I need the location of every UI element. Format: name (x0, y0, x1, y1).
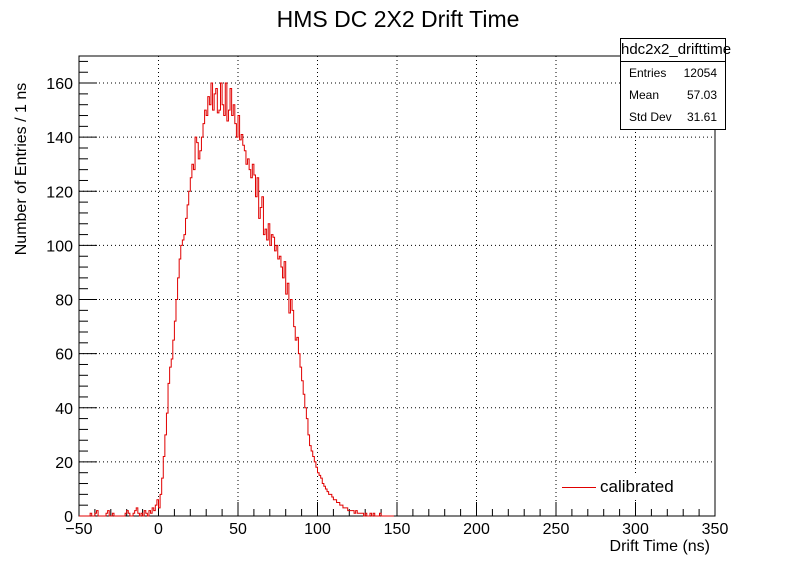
y-tick-label: 120 (46, 184, 73, 201)
axis-ticks (78, 60, 716, 517)
stats-box-name: hdc2x2_drifttime (621, 39, 731, 62)
x-axis-label: Drift Time (ns) (609, 538, 710, 555)
x-tick-label: 300 (622, 521, 649, 538)
x-tick-label: −50 (65, 521, 92, 538)
chart-title: HMS DC 2X2 Drift Time (276, 6, 520, 32)
stats-value: 31.61 (686, 110, 717, 124)
y-tick-label: 20 (55, 455, 73, 472)
x-tick-label: 0 (154, 521, 163, 538)
x-tick-label: 100 (304, 521, 331, 538)
stats-label: Mean (629, 88, 660, 102)
y-tick-label: 60 (55, 347, 73, 364)
x-tick-label: 150 (384, 521, 411, 538)
y-tick-label: 80 (55, 293, 73, 310)
stats-label: Entries (629, 66, 667, 80)
x-tick-label: 350 (702, 521, 729, 538)
histogram-series-calibrated (79, 82, 394, 517)
stats-value: 12054 (683, 66, 717, 80)
legend-label: calibrated (600, 477, 674, 496)
y-tick-label: 140 (46, 130, 73, 147)
y-tick-label: 0 (64, 509, 73, 526)
stats-box: hdc2x2_drifttime Entries 12054 Mean 57.0… (620, 38, 731, 130)
legend: calibrated (560, 476, 686, 498)
tick-labels: −50 0 50 100 150 200 250 300 3500204060801001201… (46, 76, 728, 538)
legend-swatch (562, 486, 596, 488)
y-tick-label: 40 (55, 401, 73, 418)
stats-row-mean: Mean 57.03 (621, 84, 725, 106)
stats-label: Std Dev (629, 110, 672, 124)
stats-value: 57.03 (686, 88, 717, 102)
stats-row-stddev: Std Dev 31.61 (621, 106, 725, 128)
x-tick-label: 250 (543, 521, 570, 538)
y-axis-label: Number of Entries / 1 ns (13, 82, 30, 256)
x-tick-label: 200 (463, 521, 490, 538)
x-tick-label: 50 (229, 521, 247, 538)
stats-row-entries: Entries 12054 (621, 62, 725, 84)
y-tick-label: 100 (46, 238, 73, 255)
y-tick-label: 160 (46, 76, 73, 93)
